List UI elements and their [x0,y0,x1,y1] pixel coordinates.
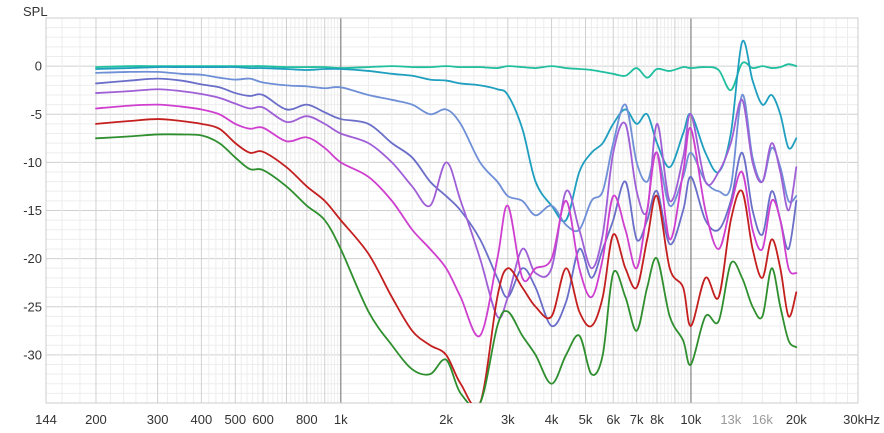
y-tick-label: -30 [23,347,42,362]
grid [46,17,859,404]
x-tick-label: 1k [334,412,348,427]
series-line-3 [95,70,798,233]
series-line-6 [95,103,798,338]
x-tick-label: 3k [501,412,515,427]
series-line-7 [95,118,798,403]
y-tick-labels: 0 -5 -10 -15 -20 -25 -30 [23,59,42,363]
x-tick-label: 4k [545,412,559,427]
y-tick-label: -5 [30,107,42,122]
x-tick-label: 400 [191,412,213,427]
x-tick-label: 16k [752,412,773,427]
x-tick-label: 5k [579,412,593,427]
x-tick-label: 13k [720,412,741,427]
y-tick-label: -25 [23,299,42,314]
x-tick-label: 8k [650,412,664,427]
plot-frame [45,17,859,404]
series-line-8 [95,133,798,403]
x-tick-label: 500 [224,412,246,427]
x-tick-label: 200 [85,412,107,427]
x-tick-label: 2k [439,412,453,427]
x-tick-label: 144 [35,412,57,427]
series-line-1 [95,61,798,92]
x-tick-labels: 144 200 300 400 500 600 800 1k 2k 3k 4k 5k 6k 7k 8k 10k… [35,412,880,427]
y-tick-label: -20 [23,251,42,266]
series-line-5 [95,88,798,319]
y-tick-label: -10 [23,155,42,170]
x-tick-label: 10k [680,412,701,427]
y-tick-label: -15 [23,203,42,218]
series-line-4 [95,77,798,328]
x-tick-label: 30kHz [843,412,880,427]
series-lines [95,39,798,403]
y-axis-label: SPL [23,4,48,19]
x-tick-label: 6k [606,412,620,427]
x-tick-label: 800 [296,412,318,427]
y-tick-label: 0 [35,59,42,74]
x-tick-label: 7k [630,412,644,427]
x-tick-label: 300 [147,412,169,427]
x-tick-label: 600 [252,412,274,427]
x-tick-label: 20k [786,412,807,427]
